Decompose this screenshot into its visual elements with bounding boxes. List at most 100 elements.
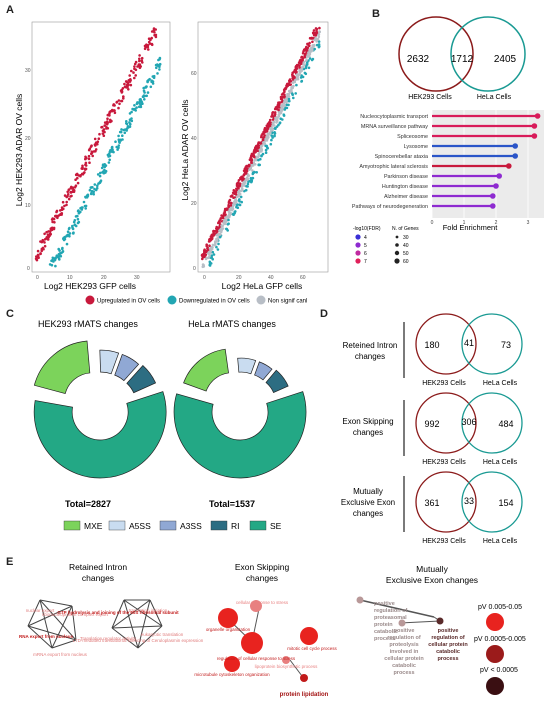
e-col3-label-proteolysis-line4: involved in xyxy=(390,649,419,655)
scatter-point xyxy=(311,31,315,35)
scatter-point xyxy=(133,104,136,107)
scatter-point xyxy=(251,176,255,180)
e-col3-label-proteasomal-line4: protein xyxy=(374,622,393,628)
scatter-point xyxy=(55,210,58,214)
e-col3-label-proteolysis-line7: process xyxy=(393,670,414,676)
scatter-point xyxy=(215,229,218,233)
legend-down-label: Downregulated in OV cells xyxy=(179,299,250,305)
scatter-point xyxy=(289,83,293,86)
d-row3-right: 154 xyxy=(498,498,513,508)
legend-se-swatch xyxy=(249,520,267,531)
scatter-point xyxy=(143,47,147,51)
scatter-point xyxy=(35,258,39,262)
e-col2-node-organelle xyxy=(218,608,238,628)
scatter-point xyxy=(314,27,318,30)
scatter-point xyxy=(240,187,244,190)
scatter-point xyxy=(266,125,269,129)
scatter-point xyxy=(67,227,71,231)
scatter-point xyxy=(270,138,273,142)
e-col3-label-proteasomal-line1: positive xyxy=(374,601,395,607)
scatter-point xyxy=(285,86,288,89)
scatter-point xyxy=(56,216,59,220)
scatter-point xyxy=(108,110,111,114)
lollipop-category-label: Spliceosome xyxy=(397,134,428,140)
venn-b-overlap-count: 1712 xyxy=(451,54,474,65)
lollipop-dot xyxy=(512,143,518,149)
scatter-point xyxy=(285,106,289,110)
scatter-point xyxy=(117,106,120,110)
scatter-point xyxy=(246,177,250,180)
e-col2-node-lipoprotein xyxy=(282,656,290,664)
e-col2-label-organelle: organelle organization xyxy=(206,627,251,632)
rmats-hek293-donut xyxy=(33,340,167,479)
scatter-point xyxy=(105,127,108,130)
lollipop-xtick: 0 xyxy=(431,220,434,226)
scatter-point xyxy=(152,27,156,30)
scatter-point xyxy=(288,99,291,103)
scatter-point xyxy=(217,220,221,224)
scatter-point xyxy=(271,122,274,125)
scatter-point xyxy=(136,101,139,104)
scatter-point xyxy=(54,264,57,268)
scatter-point xyxy=(216,248,220,251)
scatter-point xyxy=(104,164,108,167)
scatter-point xyxy=(158,58,161,61)
scatter-point xyxy=(99,171,102,175)
scatter-point xyxy=(54,214,57,218)
d-row2-right-label: HeLa Cells xyxy=(483,459,518,466)
scatter-point xyxy=(220,224,223,227)
scatter-point xyxy=(259,145,263,149)
scatter-point xyxy=(93,183,97,186)
scatter-point xyxy=(102,134,106,137)
rmats-donut-segment xyxy=(99,349,120,375)
scatter-point xyxy=(307,55,311,58)
scatter-point xyxy=(312,29,316,32)
scatter-point xyxy=(268,118,272,122)
scatter-point xyxy=(84,196,88,199)
panel-label-a: A xyxy=(6,4,14,16)
scatter-point xyxy=(146,45,150,49)
fdr-legend-label-6: 6 xyxy=(364,251,367,257)
scatter-point xyxy=(62,238,66,242)
e-col1-node-label-nuclear: nuclear export xyxy=(26,608,55,613)
lollipop-dot xyxy=(490,203,496,209)
scatter-point xyxy=(139,103,142,106)
scatter-point xyxy=(218,235,222,239)
scatter-point xyxy=(227,218,230,222)
scatter-point xyxy=(125,120,128,123)
legend-ri-swatch xyxy=(210,520,228,531)
scatter-point xyxy=(265,144,269,148)
scatter-point xyxy=(150,42,154,46)
scatter-point xyxy=(80,208,84,211)
legend-ns-marker xyxy=(256,295,266,305)
scatter-point xyxy=(308,57,312,60)
scatter-point xyxy=(86,194,90,198)
scatter-point xyxy=(278,102,281,105)
fdr-legend-title: -log10(FDR) xyxy=(353,226,381,232)
scatter-point xyxy=(142,89,146,93)
scatter-point xyxy=(134,74,137,77)
e-col3-label-proteolysis-line2: regulation of xyxy=(387,635,420,641)
d-row1-label-line1: Reteined Intron xyxy=(343,341,398,350)
e-col3-label-proteolysis-line3: proteolysis xyxy=(389,642,418,648)
scatter-point xyxy=(43,244,47,248)
venn-b-right-label: HeLa Cells xyxy=(477,94,512,101)
e-col1-title-line1: Retained Intron xyxy=(69,562,127,572)
scatter-point xyxy=(88,161,91,164)
scatter-point xyxy=(57,257,61,260)
scatter-point xyxy=(280,100,284,104)
scatter-point xyxy=(209,248,213,252)
scatter-point xyxy=(221,227,225,230)
scatter-point xyxy=(128,125,131,129)
scatter-point xyxy=(271,118,275,121)
e-col3-label-cellular-line5: process xyxy=(437,656,458,662)
scatter-point xyxy=(291,73,294,76)
scatter-point xyxy=(295,83,298,87)
scatter-point xyxy=(293,68,297,72)
scatter-point xyxy=(138,59,141,63)
scatter-point xyxy=(40,249,43,253)
d-row2-left-label: HEK293 Cells xyxy=(422,459,466,466)
rmats-donut-segment xyxy=(173,391,307,479)
scatter-point xyxy=(77,212,81,215)
scatter-point xyxy=(135,106,138,109)
